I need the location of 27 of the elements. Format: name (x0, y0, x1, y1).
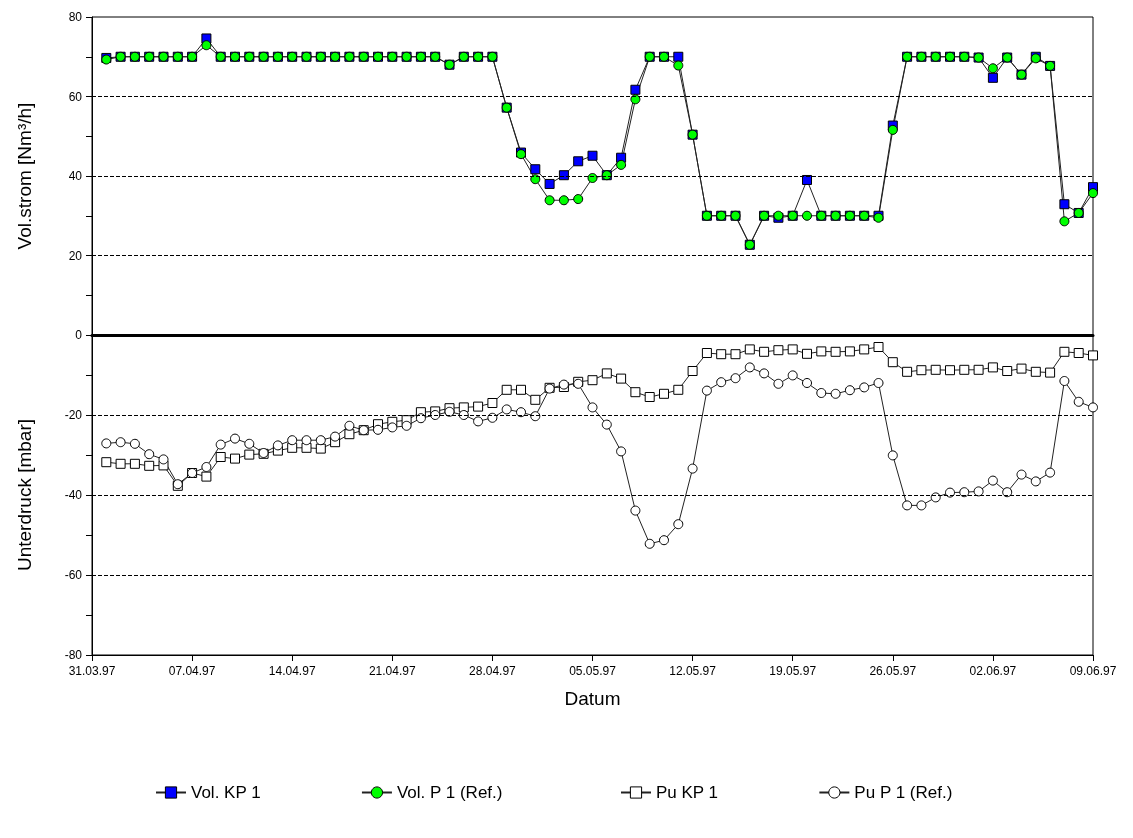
y-tick-label: -80 (64, 648, 83, 662)
legend-label: Pu KP 1 (656, 783, 719, 802)
x-tick-label: 05.05.97 (569, 664, 617, 678)
x-tick-label: 26.05.97 (869, 664, 917, 678)
x-tick-label: 14.04.97 (268, 664, 316, 678)
legend-label: Pu P 1 (Ref.) (854, 783, 953, 802)
x-tick-label: 28.04.97 (469, 664, 517, 678)
legend-label: Vol. P 1 (Ref.) (396, 783, 503, 802)
y-tick-label: 0 (75, 328, 83, 342)
x-tick-label: 02.06.97 (969, 664, 1017, 678)
x-axis-title: Datum (564, 688, 621, 709)
y-axis-title: Unterdruck [mbar] (14, 418, 35, 572)
y-tick-label: 80 (68, 10, 83, 24)
x-tick-label: 19.05.97 (769, 664, 817, 678)
legend-label: Vol. KP 1 (191, 783, 261, 802)
y-axis-title: Vol.strom [Nm³/h] (14, 102, 35, 250)
x-tick-label: 09.06.97 (1069, 664, 1117, 678)
x-tick-label: 31.03.97 (68, 664, 116, 678)
y-tick-label: 40 (68, 169, 83, 183)
y-tick-label: -60 (64, 568, 83, 582)
y-tick-label: -40 (64, 488, 83, 502)
y-tick-label: 20 (68, 248, 83, 263)
y-tick-label: 60 (68, 89, 83, 104)
x-tick-label: 21.04.97 (368, 664, 416, 678)
x-tick-label: 07.04.97 (168, 664, 216, 678)
x-tick-label: 12.05.97 (669, 664, 717, 678)
y-tick-label: -20 (64, 408, 83, 422)
